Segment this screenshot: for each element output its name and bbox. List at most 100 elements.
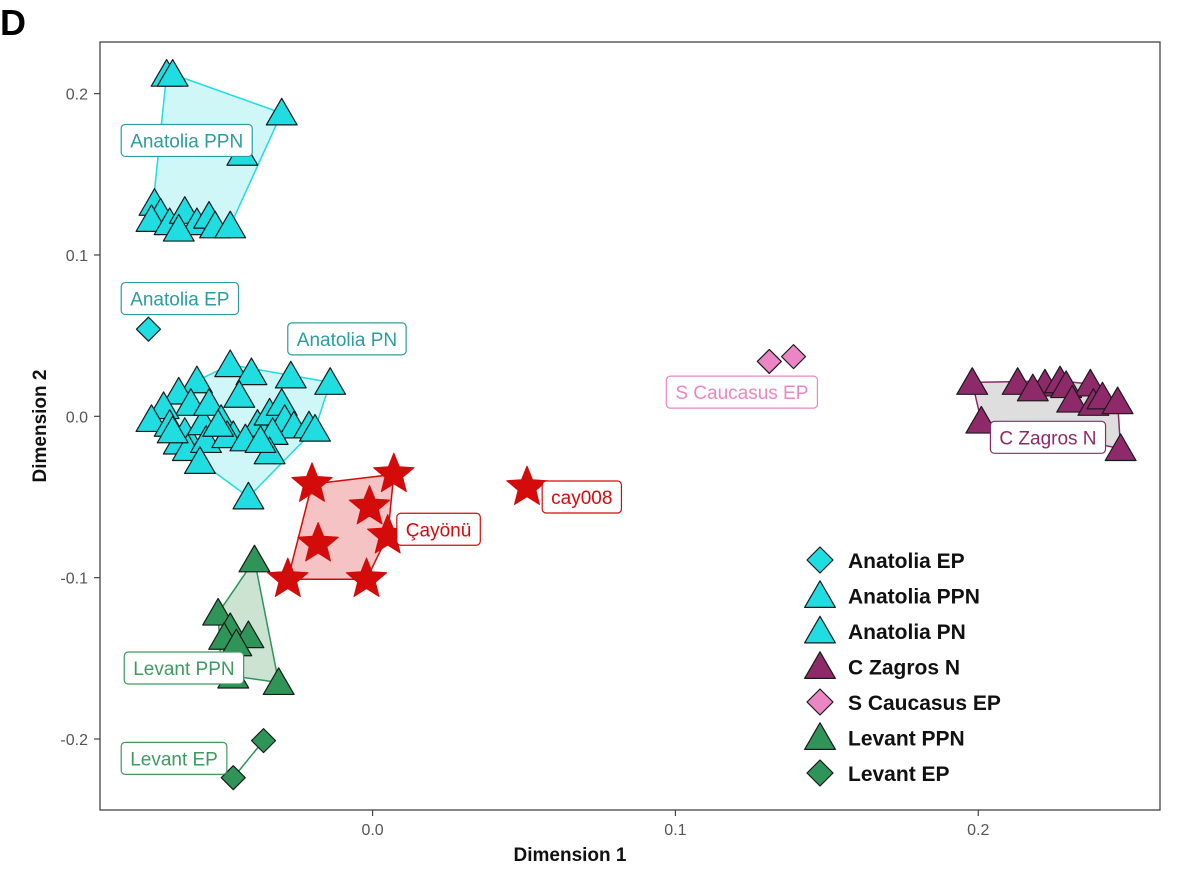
label-text-s-caucasus-ep: S Caucasus EP bbox=[675, 383, 808, 404]
legend-label-anatolia-pn: Anatolia PN bbox=[848, 621, 966, 644]
point-anatolia-pn-13 bbox=[193, 388, 226, 416]
label-text-anatolia-pn: Anatolia PN bbox=[297, 330, 397, 351]
legend-item-levant-ppn: Levant PPN bbox=[804, 722, 965, 751]
y-tick-label-3: 0.0 bbox=[66, 409, 88, 426]
y-tick-label-4: -0.1 bbox=[60, 571, 88, 588]
point-anatolia-ep-1 bbox=[135, 316, 162, 342]
legend-item-anatolia-pn: Anatolia PN bbox=[804, 615, 966, 644]
label-levant-ep: Levant EP bbox=[120, 741, 228, 775]
panel-letter: D bbox=[0, 2, 26, 43]
label-text-anatolia-ppn: Anatolia PPN bbox=[130, 131, 243, 152]
point-anatolia-pn-4 bbox=[314, 367, 347, 395]
label-text-c-zagros-n: C Zagros N bbox=[999, 428, 1096, 449]
point-anatolia-pn-31 bbox=[183, 446, 216, 474]
legend-key-triangle-icon bbox=[804, 580, 836, 608]
point-cayonu-4 bbox=[297, 522, 339, 562]
label-s-caucasus-ep: S Caucasus EP bbox=[665, 375, 819, 409]
point-anatolia-ppn-2 bbox=[156, 58, 189, 87]
point-s-caucasus-ep-2 bbox=[780, 344, 807, 370]
legend-label-levant-ppn: Levant PPN bbox=[848, 728, 965, 751]
legend-label-c-zagros-n: C Zagros N bbox=[848, 657, 960, 680]
point-cayonu-1 bbox=[291, 462, 333, 502]
y-tick-label-5: -0.2 bbox=[60, 732, 88, 749]
point-anatolia-pn-5 bbox=[180, 365, 213, 394]
point-cayonu-7 bbox=[345, 557, 388, 597]
label-box-cay008 bbox=[541, 480, 623, 514]
label-cayonu: Çayönü bbox=[396, 512, 481, 546]
legend-key-diamond-icon bbox=[806, 688, 834, 716]
label-box-levant-ppn bbox=[123, 651, 245, 685]
x-tick-label-2: 0.1 bbox=[664, 822, 686, 839]
label-anatolia-ep: Anatolia EP bbox=[120, 281, 240, 316]
y-tick-label-1: 0.2 bbox=[66, 87, 88, 104]
legend: Anatolia EP Anatolia PPN Anatolia PN C Zagr… bbox=[804, 546, 1001, 787]
x-tick-label-1: 0.0 bbox=[361, 822, 383, 839]
label-box-anatolia-ppn bbox=[120, 123, 253, 158]
point-anatolia-pn-2 bbox=[235, 357, 268, 386]
legend-label-s-caucasus-ep: S Caucasus EP bbox=[848, 692, 1001, 715]
label-box-anatolia-pn bbox=[287, 322, 407, 356]
legend-label-anatolia-ep: Anatolia EP bbox=[848, 550, 965, 573]
point-anatolia-pn-3 bbox=[274, 360, 307, 389]
point-s-caucasus-ep-1 bbox=[756, 348, 782, 375]
point-anatolia-pn-15 bbox=[223, 380, 256, 408]
point-levant-ppn-1 bbox=[238, 544, 271, 573]
point-anatolia-pn-35 bbox=[156, 415, 189, 444]
label-text-levant-ppn: Levant PPN bbox=[133, 659, 234, 680]
point-anatolia-pn-32 bbox=[232, 481, 265, 510]
legend-label-anatolia-ppn: Anatolia PPN bbox=[848, 586, 980, 609]
point-c-zagros-n-1 bbox=[956, 367, 989, 395]
point-anatolia-pn-1 bbox=[214, 349, 247, 378]
point-c-zagros-n-7 bbox=[1016, 373, 1049, 402]
x-tick-label-3: 0.2 bbox=[967, 822, 989, 839]
annotation-layer: Anatolia PPN Anatolia EP Anatolia PN S Cauc… bbox=[120, 123, 1107, 775]
axes-layer: 0.0 0.1 0.2 0.2 0.1 0.0 -0.1 -0.2 Dimension 1 Dim… bbox=[30, 87, 990, 866]
point-c-zagros-n-13 bbox=[1104, 433, 1137, 462]
label-levant-ppn: Levant PPN bbox=[123, 651, 245, 685]
y-tick-label-2: 0.1 bbox=[66, 248, 88, 265]
plot-border bbox=[99, 41, 1161, 811]
plot-frame bbox=[99, 41, 1161, 811]
legend-key-triangle-icon bbox=[804, 651, 836, 679]
point-c-zagros-n-12 bbox=[965, 405, 998, 434]
point-anatolia-pn-33 bbox=[244, 425, 277, 454]
point-anatolia-pn-34 bbox=[202, 409, 235, 437]
label-anatolia-ppn: Anatolia PPN bbox=[120, 123, 253, 158]
label-c-zagros-n: C Zagros N bbox=[989, 420, 1107, 454]
point-levant-ep-1 bbox=[250, 728, 277, 754]
legend-item-s-caucasus-ep: S Caucasus EP bbox=[806, 688, 1001, 716]
point-anatolia-pn-23 bbox=[299, 413, 332, 442]
label-box-s-caucasus-ep bbox=[665, 375, 819, 409]
label-box-anatolia-ep bbox=[120, 281, 240, 316]
point-anatolia-pn-9 bbox=[135, 404, 168, 433]
legend-key-diamond-icon bbox=[806, 546, 834, 574]
point-cayonu-2 bbox=[373, 452, 415, 493]
legend-key-diamond-icon bbox=[806, 759, 834, 787]
legend-key-triangle-icon bbox=[804, 615, 836, 644]
legend-key-triangle-icon bbox=[804, 722, 836, 750]
legend-item-levant-ep: Levant EP bbox=[806, 759, 950, 787]
label-text-anatolia-ep: Anatolia EP bbox=[130, 290, 229, 311]
legend-label-levant-ep: Levant EP bbox=[848, 763, 950, 786]
legend-item-anatolia-ppn: Anatolia PPN bbox=[804, 580, 980, 609]
label-box-cayonu bbox=[396, 512, 481, 546]
point-anatolia-ppn-13 bbox=[214, 210, 247, 239]
point-anatolia-ppn-7 bbox=[135, 204, 168, 232]
label-cay008: cay008 bbox=[541, 480, 623, 514]
label-text-cay008: cay008 bbox=[551, 488, 612, 509]
point-levant-ppn-2 bbox=[202, 597, 235, 626]
point-cayonu-3 bbox=[348, 484, 391, 525]
point-anatolia-ppn-14 bbox=[162, 213, 195, 242]
label-box-levant-ep bbox=[120, 741, 228, 775]
point-cayonu-6 bbox=[267, 557, 309, 597]
label-text-cayonu: Çayönü bbox=[406, 520, 472, 541]
point-layer bbox=[135, 58, 1137, 791]
point-levant-ppn-9 bbox=[262, 667, 295, 696]
label-anatolia-pn: Anatolia PN bbox=[287, 322, 407, 356]
point-cay008-1 bbox=[506, 465, 548, 505]
legend-item-anatolia-ep: Anatolia EP bbox=[806, 546, 965, 574]
legend-item-c-zagros-n: C Zagros N bbox=[804, 651, 960, 680]
x-axis-title: Dimension 1 bbox=[514, 845, 627, 866]
